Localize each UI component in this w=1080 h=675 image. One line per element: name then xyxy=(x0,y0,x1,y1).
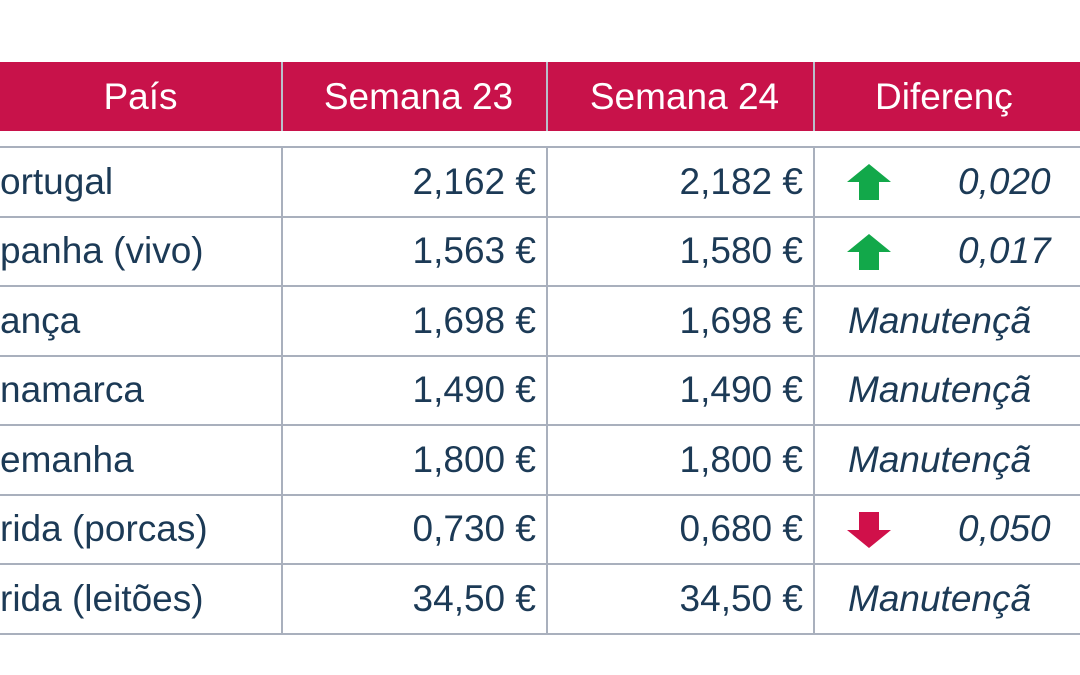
arrow-shape xyxy=(847,164,891,200)
header-cell: País xyxy=(0,62,283,131)
country-cell: ortugal xyxy=(0,148,283,218)
arrow-up-icon xyxy=(847,164,891,200)
table-border xyxy=(0,146,1080,148)
country-cell: namarca xyxy=(0,356,283,426)
price-cell: 2,162 € xyxy=(283,148,548,218)
price-cell: 1,490 € xyxy=(548,356,815,426)
header-cell: Diferenç xyxy=(815,62,1080,131)
price-cell: 0,680 € xyxy=(548,495,815,565)
price-cell: 1,563 € xyxy=(283,217,548,287)
difference-cell: Manutençã xyxy=(815,565,1080,635)
header-cell: Semana 24 xyxy=(548,62,815,131)
price-cell: 34,50 € xyxy=(548,565,815,635)
difference-cell: 0,017 xyxy=(815,218,1080,287)
price-cell: 1,800 € xyxy=(548,426,815,496)
difference-cell: 0,050 xyxy=(815,496,1080,565)
country-cell: ança xyxy=(0,287,283,357)
price-cell: 1,698 € xyxy=(548,287,815,357)
difference-cell: Manutençã xyxy=(815,357,1080,426)
difference-cell: 0,020 xyxy=(815,148,1080,218)
price-cell: 1,490 € xyxy=(283,356,548,426)
price-cell: 34,50 € xyxy=(283,565,548,635)
arrow-up-icon xyxy=(847,233,891,270)
price-cell: 0,730 € xyxy=(283,495,548,565)
arrow-down-icon xyxy=(847,511,891,548)
price-cell: 1,580 € xyxy=(548,217,815,287)
price-cell: 2,182 € xyxy=(548,148,815,218)
header-cell: Semana 23 xyxy=(283,62,548,131)
price-cell: 1,698 € xyxy=(283,287,548,357)
arrow-shape xyxy=(847,233,891,270)
difference-cell: Manutençã xyxy=(815,426,1080,496)
country-cell: panha (vivo) xyxy=(0,217,283,287)
difference-cell: Manutençã xyxy=(815,287,1080,357)
arrow-shape xyxy=(847,511,891,548)
country-cell: rida (leitões) xyxy=(0,565,283,635)
price-cell: 1,800 € xyxy=(283,426,548,496)
country-cell: emanha xyxy=(0,426,283,496)
country-cell: rida (porcas) xyxy=(0,495,283,565)
